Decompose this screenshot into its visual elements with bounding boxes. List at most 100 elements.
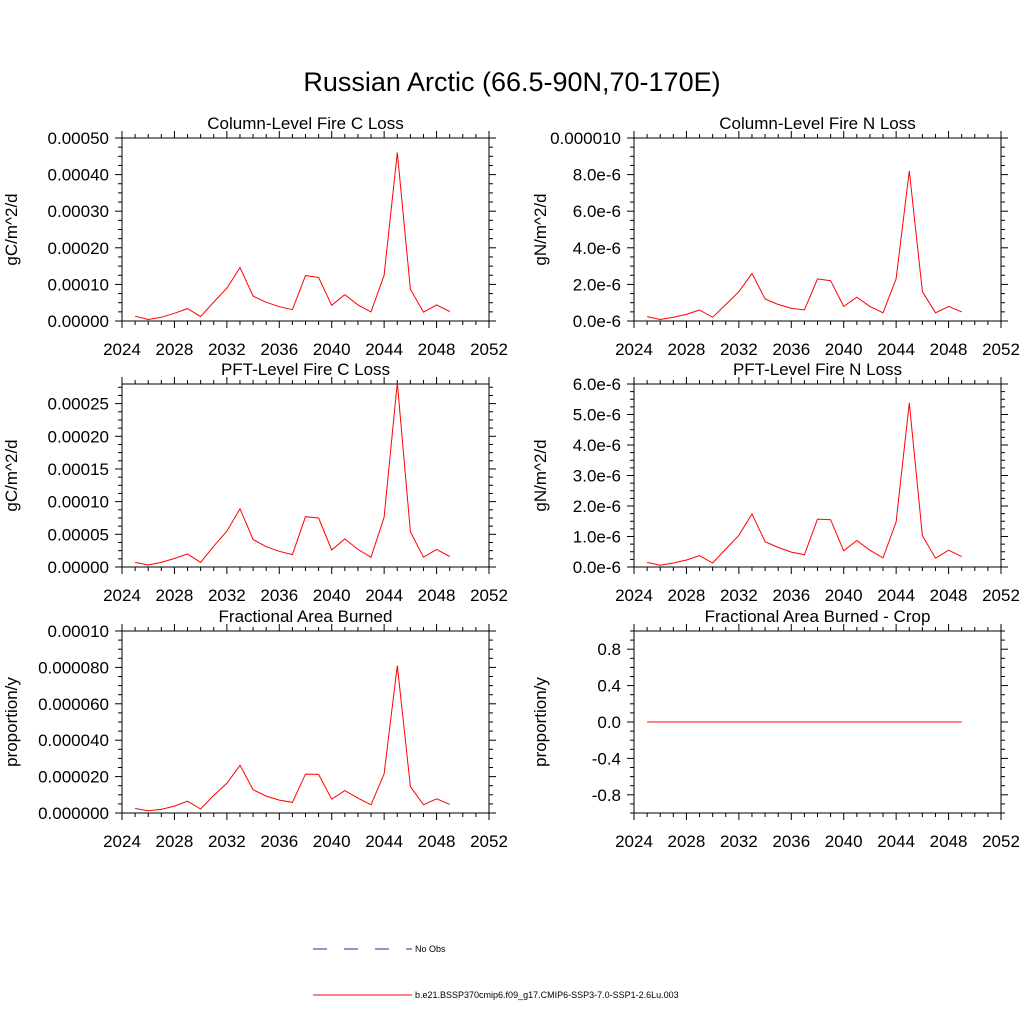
x-tick-label: 2036 (260, 340, 298, 359)
x-tick-label: 2044 (365, 586, 403, 605)
panel-3: 2024 2028 2032 2036 2040 2044 2048 2052 0.00000 0… (2, 360, 508, 605)
y-tick-label: 0.000060 (38, 695, 109, 714)
x-tick-label: 2028 (156, 340, 194, 359)
y-axis-label: gN/m^2/d (531, 439, 550, 511)
y-tick-label: 0.00010 (48, 275, 109, 294)
panels: 2024 2028 2032 2036 2040 2044 2048 20520.000000… (2, 114, 1020, 851)
x-tick-label: 2032 (208, 340, 246, 359)
x-tick-label: 2028 (156, 586, 194, 605)
legend: No Obs b.e21.BSSP370cmip6.f09_g17.CMIP6-… (313, 944, 679, 1000)
x-tick-label: 2040 (313, 586, 351, 605)
y-tick-label: 6.0e-6 (573, 375, 621, 394)
y-tick-label: 0.00010 (48, 493, 109, 512)
y-tick-label: 8.0e-6 (573, 166, 621, 185)
y-tick-label: 2.0e-6 (573, 497, 621, 516)
panel-title: PFT-Level Fire N Loss (733, 360, 902, 379)
y-axis-label: gC/m^2/d (2, 439, 21, 511)
x-tick-label: 2036 (772, 832, 810, 851)
x-tick-label: 2028 (668, 832, 706, 851)
y-tick-label: 0.000080 (38, 658, 109, 677)
x-tick-label: 2032 (720, 340, 758, 359)
y-tick-label: 0.0 (597, 713, 621, 732)
y-tick-label: 0.00005 (48, 525, 109, 544)
panel-title: Fractional Area Burned (219, 607, 393, 626)
x-tick-label: 2028 (156, 832, 194, 851)
x-tick-label: 2052 (982, 832, 1020, 851)
plot-frame (121, 630, 490, 814)
panel-title: Column-Level Fire N Loss (719, 114, 916, 133)
series-line (134, 152, 450, 321)
x-tick-label: 2028 (668, 586, 706, 605)
x-tick-label: 2052 (982, 340, 1020, 359)
x-tick-label: 2048 (930, 340, 968, 359)
x-tick-label: 2044 (877, 832, 915, 851)
x-tick-label: 2048 (930, 832, 968, 851)
x-tick-label: 2052 (470, 340, 508, 359)
panel-title: Column-Level Fire C Loss (207, 114, 404, 133)
y-tick-label: 0.0e-6 (573, 558, 621, 577)
x-tick-label: 2032 (208, 586, 246, 605)
y-tick-label: 0.00000 (48, 558, 109, 577)
y-tick-label: 2.0e-6 (573, 275, 621, 294)
y-tick-label: 0.000010 (550, 129, 621, 148)
x-tick-label: 2044 (877, 586, 915, 605)
x-tick-label: 2024 (103, 586, 141, 605)
x-tick-label: 2040 (825, 586, 863, 605)
x-tick-label: 2032 (208, 832, 246, 851)
series-line (135, 665, 450, 812)
y-axis-label: proportion/y (531, 677, 550, 767)
legend-label-model-run: b.e21.BSSP370cmip6.f09_g17.CMIP6-SSP3-7.… (415, 990, 679, 1000)
y-tick-label: 0.00010 (48, 622, 109, 641)
series-line (646, 170, 962, 321)
x-tick-label: 2052 (470, 586, 508, 605)
x-tick-label: 2024 (615, 340, 653, 359)
y-tick-label: 4.0e-6 (573, 239, 621, 258)
y-tick-label: 0.00030 (48, 202, 109, 221)
y-tick-label: 3.0e-6 (573, 467, 621, 486)
y-tick-label: 0.8 (597, 640, 621, 659)
y-tick-label: 0.00020 (48, 427, 109, 446)
x-tick-label: 2044 (365, 340, 403, 359)
panel-2: 2024 2028 2032 2036 2040 2044 2048 2052 0.0e-6 2.… (531, 114, 1020, 359)
panel-4: 2024 2028 2032 2036 2040 2044 2048 2052 0.0e-6 1.… (531, 360, 1020, 605)
y-tick-label: 0.00000 (48, 312, 109, 331)
x-tick-label: 2036 (260, 832, 298, 851)
x-tick-label: 2036 (260, 586, 298, 605)
y-axis-label: proportion/y (2, 677, 21, 767)
panel-1: 2024 2028 2032 2036 2040 2044 2048 2052 0.00000 0… (2, 114, 508, 359)
plot-frame (633, 383, 1002, 568)
panel-6: 2024 2028 2032 2036 2040 2044 2048 2052 -0.8 -0.4… (531, 607, 1020, 851)
x-tick-label: 2044 (877, 340, 915, 359)
x-tick-label: 2040 (313, 340, 351, 359)
x-tick-label: 2024 (103, 832, 141, 851)
y-tick-label: -0.4 (592, 749, 621, 768)
y-tick-label: 0.0e-6 (573, 312, 621, 331)
y-axis-label: gC/m^2/d (2, 193, 21, 265)
x-tick-label: 2032 (720, 832, 758, 851)
plot-frame (121, 137, 490, 322)
y-tick-label: 0.00050 (48, 129, 109, 148)
x-tick-label: 2040 (825, 832, 863, 851)
x-tick-label: 2048 (418, 340, 456, 359)
y-tick-label: 0.000040 (38, 731, 109, 750)
y-tick-label: 0.000000 (38, 804, 109, 823)
y-tick-label: 0.00015 (48, 460, 109, 479)
x-tick-label: 2048 (418, 832, 456, 851)
y-tick-label: 1.0e-6 (573, 528, 621, 547)
y-tick-label: 0.00020 (48, 239, 109, 258)
y-tick-label: 0.00025 (48, 395, 109, 414)
y-tick-label: 0.00040 (48, 166, 109, 185)
plot-frame (633, 137, 1002, 322)
x-tick-label: 2052 (982, 586, 1020, 605)
y-tick-label: 4.0e-6 (573, 436, 621, 455)
x-tick-label: 2048 (418, 586, 456, 605)
x-tick-label: 2024 (615, 832, 653, 851)
x-tick-label: 2024 (103, 340, 141, 359)
legend-label-no-obs: No Obs (415, 944, 446, 954)
x-tick-label: 2036 (772, 586, 810, 605)
x-tick-label: 2032 (720, 586, 758, 605)
series-line (135, 382, 450, 566)
x-tick-label: 2052 (470, 832, 508, 851)
panel-title: PFT-Level Fire C Loss (221, 360, 390, 379)
